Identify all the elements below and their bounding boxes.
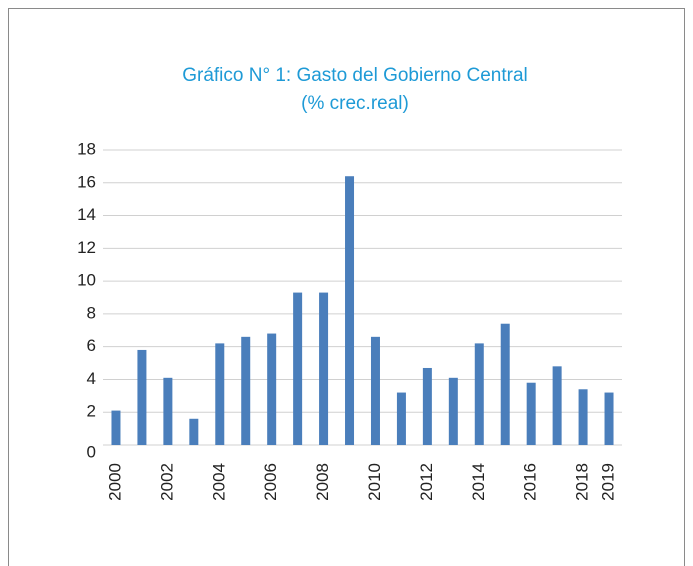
x-tick-label: 2006: [261, 463, 280, 501]
bar: [111, 410, 121, 445]
x-tick-label: 2018: [573, 463, 592, 501]
bar: [500, 323, 510, 445]
x-tick-label: 2019: [599, 463, 618, 501]
y-tick-label: 4: [87, 369, 96, 388]
y-tick-label: 12: [77, 238, 96, 257]
x-tick-label: 2002: [157, 463, 176, 501]
y-tick-label: 8: [87, 303, 96, 322]
y-tick-label: 18: [77, 139, 96, 158]
bar: [604, 392, 614, 445]
bar: [422, 367, 432, 445]
bar: [137, 349, 147, 445]
x-tick-label: 2012: [417, 463, 436, 501]
y-tick-label: 0: [87, 442, 96, 461]
bar: [448, 377, 458, 445]
y-tick-label: 2: [87, 402, 96, 421]
bar: [474, 343, 484, 445]
bar: [267, 333, 277, 445]
bar: [189, 418, 199, 445]
x-tick-label: 2014: [469, 463, 488, 501]
frame: [8, 8, 685, 566]
chart-subtitle: (% crec.real): [301, 93, 409, 114]
bar: [526, 382, 536, 445]
y-tick-label: 14: [77, 205, 96, 224]
y-tick-label: 16: [77, 172, 96, 191]
bar: [163, 377, 173, 445]
chart-title: Gráfico N° 1: Gasto del Gobierno Central: [182, 65, 528, 86]
bar: [319, 292, 329, 445]
bar: [293, 292, 303, 445]
bar: [370, 336, 380, 445]
bar: [345, 176, 355, 445]
bar: [396, 392, 406, 445]
x-tick-label: 2000: [105, 463, 124, 501]
bar: [241, 336, 251, 445]
x-tick-label: 2008: [313, 463, 332, 501]
x-tick-label: 2010: [365, 463, 384, 501]
x-tick-label: 2004: [209, 463, 228, 501]
x-tick-label: 2016: [521, 463, 540, 501]
y-tick-label: 6: [87, 336, 96, 355]
bar: [578, 389, 588, 445]
bar: [215, 343, 225, 445]
y-tick-label: 10: [77, 271, 96, 290]
bar: [552, 366, 562, 445]
